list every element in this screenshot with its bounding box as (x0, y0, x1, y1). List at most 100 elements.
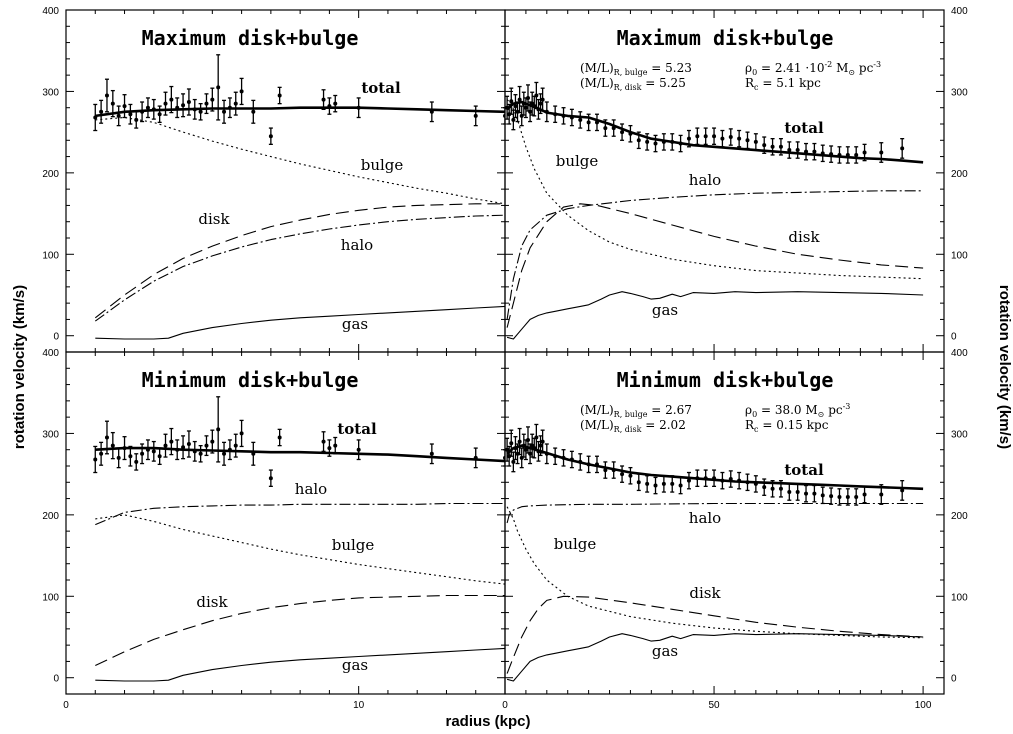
curve-label-gas: gas (342, 656, 368, 674)
data-point (523, 447, 528, 452)
chart-panel: 0 100 200 300 400 0 50 100 Minimum disk+bulge tot… (502, 348, 968, 711)
data-point (787, 148, 792, 153)
data-point (505, 105, 510, 110)
data-point (820, 493, 825, 498)
y-tick-label: 300 (951, 87, 968, 98)
panels-group: 0 100 200 300 400 Maximum disk+bulge total bulg… (42, 6, 968, 711)
data-point (175, 447, 180, 452)
y-tick-label: 300 (42, 429, 59, 440)
y-tick-label: 400 (42, 348, 59, 359)
curve-label-halo: halo (295, 480, 327, 498)
data-point (845, 494, 850, 499)
data-point (333, 101, 338, 106)
y-tick-label: 200 (42, 511, 59, 522)
data-point (122, 446, 127, 451)
data-point (879, 492, 884, 497)
data-point (251, 109, 256, 114)
data-point (534, 435, 539, 440)
data-point (536, 449, 541, 454)
data-point (728, 477, 733, 482)
data-point (429, 109, 434, 114)
data-point (521, 443, 526, 448)
y-tick-label: 100 (951, 250, 968, 261)
series-line-total (95, 106, 505, 118)
curve-label-gas: gas (652, 642, 678, 660)
curve-label-halo: halo (341, 236, 373, 254)
data-point (181, 103, 186, 108)
data-point (787, 490, 792, 495)
data-point (670, 481, 675, 486)
x-tick-label: 0 (63, 700, 69, 711)
data-point (561, 113, 566, 118)
curve-label-total: total (784, 119, 824, 137)
data-point (745, 480, 750, 485)
data-point (186, 442, 191, 447)
data-point (140, 451, 145, 456)
data-point (251, 451, 256, 456)
data-point (603, 126, 608, 131)
data-point (540, 439, 545, 444)
curve-label-bulge: bulge (332, 536, 375, 554)
panel-title: Minimum disk+bulge (617, 368, 834, 392)
data-point (513, 446, 518, 451)
data-point (837, 494, 842, 499)
data-point (321, 439, 326, 444)
data-point (192, 449, 197, 454)
data-point (356, 447, 361, 452)
data-point (507, 454, 512, 459)
panel-frame (65, 351, 506, 695)
data-point (620, 472, 625, 477)
data-point (686, 136, 691, 141)
curve-label-disk: disk (196, 593, 228, 611)
data-point (523, 105, 528, 110)
data-point (712, 476, 717, 481)
data-point (151, 449, 156, 454)
data-point (686, 478, 691, 483)
data-point (327, 446, 332, 451)
data-point (192, 107, 197, 112)
series-line-gas (95, 647, 505, 682)
y-tick-label: 0 (951, 674, 957, 685)
data-point (569, 457, 574, 462)
data-point (525, 437, 530, 442)
data-point (517, 97, 522, 102)
data-point (327, 104, 332, 109)
data-point (128, 454, 133, 459)
data-point (511, 459, 516, 464)
series-line-disk (94, 203, 505, 319)
data-point (594, 120, 599, 125)
data-point (845, 152, 850, 157)
data-point (636, 480, 641, 485)
data-point (513, 104, 518, 109)
data-point (429, 451, 434, 456)
x-tick-label: 100 (915, 700, 932, 711)
data-point (99, 109, 104, 114)
data-point (145, 447, 150, 452)
x-tick-label: 50 (708, 700, 720, 711)
y-tick-label: 0 (53, 674, 59, 685)
data-point (645, 481, 650, 486)
data-point (540, 97, 545, 102)
data-point (829, 152, 834, 157)
data-point (163, 101, 168, 106)
data-point (227, 447, 232, 452)
data-point (778, 144, 783, 149)
data-point (210, 439, 215, 444)
y-tick-label: 200 (42, 169, 59, 180)
data-point (820, 151, 825, 156)
data-point (507, 112, 512, 117)
data-point (703, 476, 708, 481)
parameter-annotation: (M/L)R, bulge = 2.67 (580, 403, 692, 419)
data-point (762, 485, 767, 490)
data-point (795, 490, 800, 495)
y-axis-title-left: rotation velocity (km/s) (11, 285, 28, 449)
data-point (720, 478, 725, 483)
parameter-annotation: ρ0 = 38.0 M⊙ pc-3 (745, 402, 850, 419)
data-point (670, 139, 675, 144)
data-point (110, 101, 115, 106)
data-point (544, 109, 549, 114)
panel-title: Maximum disk+bulge (617, 26, 834, 50)
y-tick-label: 400 (951, 6, 968, 17)
series-line-halo (506, 502, 924, 524)
